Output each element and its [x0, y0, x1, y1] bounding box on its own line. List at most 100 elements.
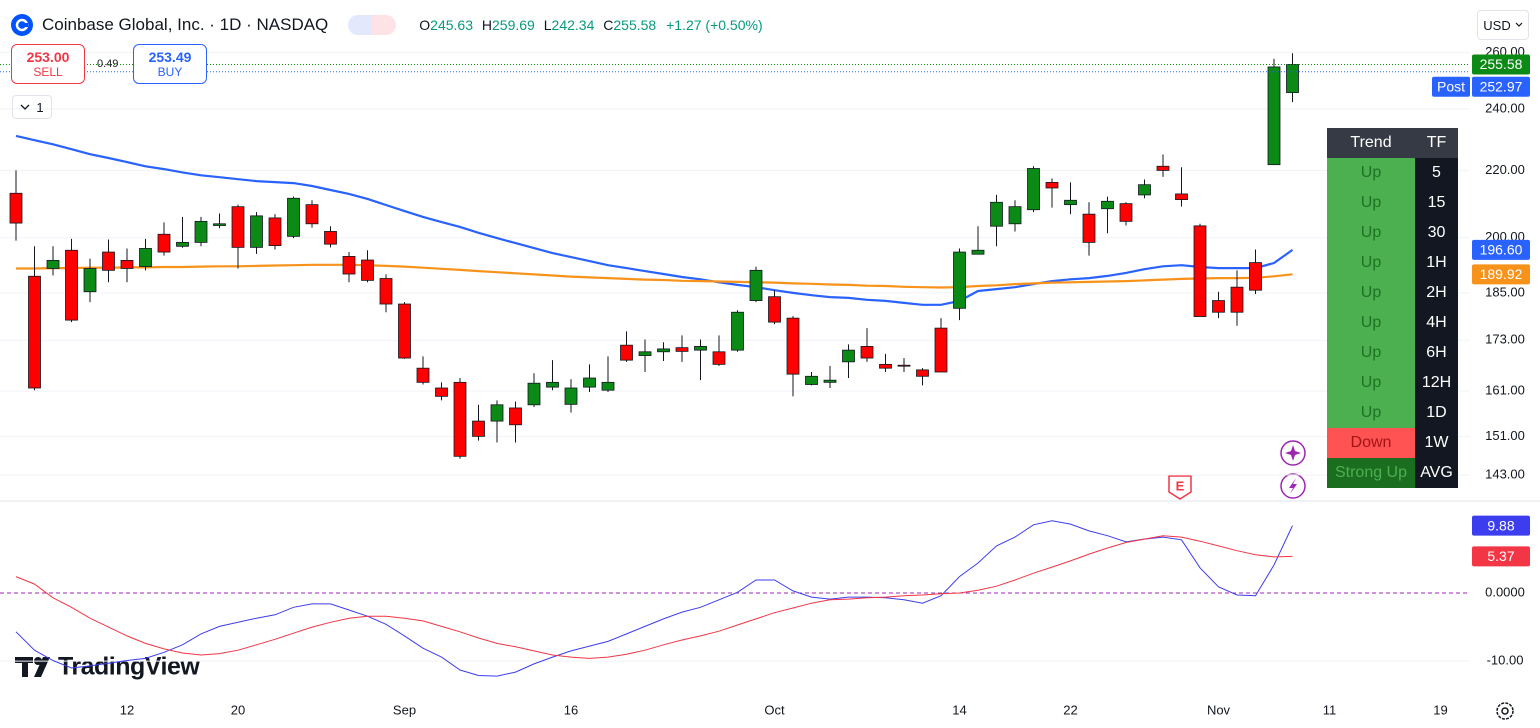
trend-cell: Up [1327, 368, 1415, 398]
candle-body [527, 382, 541, 406]
currency-select[interactable]: USD [1477, 10, 1529, 40]
trend-row: Up 12H [1327, 368, 1458, 398]
header-cell: TF [1415, 128, 1458, 158]
candle-body [1193, 225, 1207, 317]
header-cell: Trend [1350, 134, 1392, 151]
candle-body [120, 259, 134, 269]
candle-body [546, 381, 559, 388]
candle-body [897, 364, 911, 367]
trend-cell: Up [1327, 278, 1415, 308]
candle-body [953, 251, 966, 309]
oscillator-line [15, 520, 1293, 677]
buy-button[interactable]: 253.49 BUY [133, 44, 207, 84]
candle-body [1212, 300, 1225, 313]
spread: 0.49 [97, 58, 119, 70]
oscillator-line [15, 535, 1293, 659]
candle-body [65, 249, 78, 321]
tf-cell: 6H [1415, 338, 1458, 368]
price-badge-label: 9.88 [1487, 517, 1514, 533]
candle-body [28, 275, 41, 389]
y-tick-label: 161.00 [1485, 383, 1525, 398]
candle-body [657, 348, 670, 353]
price-badge [1472, 546, 1530, 567]
candle-body [1230, 286, 1244, 313]
candle-body [398, 303, 411, 359]
trend-cell: Up [1327, 398, 1415, 428]
trend-row: Down 1W [1327, 428, 1458, 458]
candle-body [971, 249, 985, 255]
trend-cell: Down [1327, 428, 1415, 458]
moving-average [15, 134, 1294, 306]
candle-body [157, 233, 171, 253]
x-tick-label: 20 [231, 702, 245, 717]
price-badge-label: 255.58 [1480, 56, 1523, 72]
market-status[interactable] [348, 15, 397, 35]
x-tick-label: 22 [1063, 702, 1077, 717]
sell-button[interactable]: 253.00 SELL [11, 44, 85, 84]
tf-cell: 1H [1415, 248, 1458, 278]
y-tick-label: 185.00 [1485, 284, 1525, 299]
tf-cell: AVG [1415, 458, 1458, 488]
trend-header: Trend TF [1327, 128, 1458, 158]
candle-body [675, 347, 689, 352]
trend-row: Up 6H [1327, 338, 1458, 368]
post-tag [1432, 76, 1470, 97]
candle-body [102, 251, 115, 271]
assistant-icon[interactable] [1280, 440, 1306, 466]
candle-body [712, 351, 726, 365]
candle-body [472, 420, 485, 437]
candle-body [213, 223, 226, 226]
trend-row: Up 30 [1327, 218, 1458, 248]
ohlc: O245.63 H259.69 L242.34 C255.58 +1.27 (+… [414, 17, 762, 33]
price-badge-label: 196.60 [1480, 242, 1523, 258]
candle-body [1156, 165, 1170, 171]
price-badge [1472, 76, 1530, 97]
x-tick-label: Sep [393, 702, 416, 717]
x-tick-label: Nov [1207, 702, 1231, 717]
ohlc-value: 259.69 [492, 17, 535, 33]
settings-icon[interactable] [1496, 702, 1514, 720]
candle-body [176, 241, 189, 247]
moving-average [16, 263, 1293, 289]
interval-toggle[interactable]: 1 [12, 95, 52, 119]
interval-count: 1 [36, 99, 44, 115]
candle-body [916, 369, 929, 377]
candle-body [9, 192, 23, 224]
y-tick-label: 143.00 [1485, 466, 1525, 481]
candle-body [268, 217, 282, 246]
candle-body [1082, 213, 1096, 243]
logo-icon [15, 657, 50, 677]
candle-body [231, 206, 245, 248]
ohlc-key: L [543, 17, 552, 33]
x-tick-label: Oct [764, 702, 785, 717]
candle-body [805, 375, 818, 385]
candle-body [601, 381, 615, 391]
price-badge [1472, 264, 1530, 285]
candle-body [638, 351, 652, 356]
trend-cell: Up [1327, 248, 1415, 278]
candle-body [46, 259, 60, 269]
candle-body [324, 231, 337, 245]
candle-body [490, 404, 504, 422]
y-tick-label: 151.00 [1485, 428, 1525, 443]
header: Coinbase Global, Inc. · 1D · NASDAQ O245… [10, 10, 763, 40]
trend-row: Up 1H [1327, 248, 1458, 278]
earnings-marker[interactable]: E [1168, 475, 1192, 500]
candle-body [860, 346, 874, 359]
alert-icon[interactable] [1280, 473, 1306, 499]
price-badge-label: 189.92 [1480, 266, 1523, 282]
candle-body [694, 346, 707, 351]
tf-cell: 4H [1415, 308, 1458, 338]
trend-cell: Up [1327, 158, 1415, 188]
candle-body [1064, 199, 1077, 206]
trend-table: Trend TF Up 5 Up 15 Up 30 Up 1H Up 2H Up 4H Up 6H Up 12… [1327, 128, 1458, 488]
candle-body [509, 407, 522, 426]
tf-cell: 2H [1415, 278, 1458, 308]
candle-body [305, 204, 319, 225]
tf-cell: 15 [1415, 188, 1458, 218]
y-tick-label: -10.00 [1487, 653, 1524, 668]
trend-cell: Strong Up [1327, 458, 1415, 488]
tf-cell: 30 [1415, 218, 1458, 248]
